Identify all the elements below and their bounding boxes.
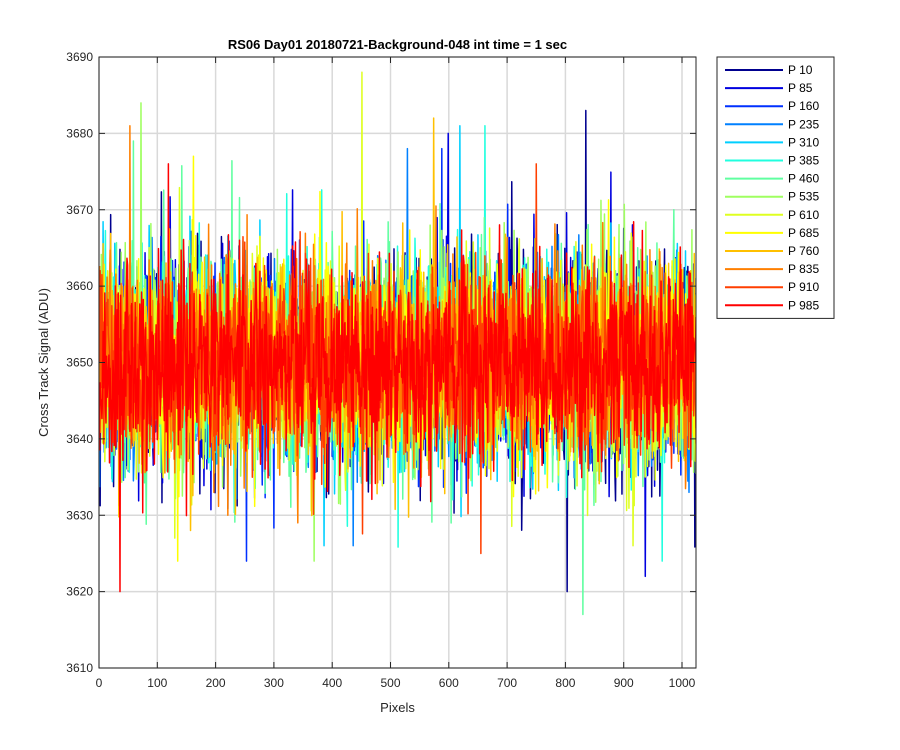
series-line bbox=[99, 163, 696, 593]
y-tick-label: 3640 bbox=[66, 432, 93, 446]
x-tick-label: 100 bbox=[147, 676, 167, 690]
x-axis-label: Pixels bbox=[380, 700, 415, 715]
legend-entry-label: P 910 bbox=[788, 280, 819, 294]
x-tick-label: 500 bbox=[380, 676, 400, 690]
y-tick-label: 3620 bbox=[66, 585, 93, 599]
legend-entry-label: P 685 bbox=[788, 226, 819, 240]
legend-entry-label: P 235 bbox=[788, 117, 819, 131]
y-tick-label: 3630 bbox=[66, 508, 93, 522]
legend-entry-label: P 760 bbox=[788, 244, 819, 258]
x-tick-label: 300 bbox=[264, 676, 284, 690]
x-tick-label: 600 bbox=[439, 676, 459, 690]
y-tick-label: 3680 bbox=[66, 126, 93, 140]
legend-entry-label: P 310 bbox=[788, 135, 819, 149]
series-layer bbox=[99, 71, 696, 616]
y-tick-label: 3650 bbox=[66, 356, 93, 370]
axis-ticks: 0 100 200 300 400 500 600 700 800 900 1000 3610 3620… bbox=[66, 50, 696, 690]
x-tick-label: 0 bbox=[96, 676, 103, 690]
legend-entry-label: P 10 bbox=[788, 63, 813, 77]
legend[interactable]: P 10 P 85 P 160 P 235 P 310 P 385 P 460 P 535 P … bbox=[716, 56, 835, 319]
legend-box bbox=[716, 56, 835, 319]
legend-entry-label: P 985 bbox=[788, 298, 819, 312]
x-tick-label: 800 bbox=[555, 676, 575, 690]
legend-entry-label: P 385 bbox=[788, 154, 819, 168]
legend-entry-label: P 460 bbox=[788, 172, 819, 186]
legend-entry-label: P 610 bbox=[788, 208, 819, 222]
x-tick-label: 700 bbox=[497, 676, 517, 690]
y-tick-label: 3690 bbox=[66, 50, 93, 64]
legend-entry-label: P 160 bbox=[788, 99, 819, 113]
x-tick-label: 200 bbox=[206, 676, 226, 690]
legend-entry-label: P 535 bbox=[788, 190, 819, 204]
y-tick-label: 3610 bbox=[66, 661, 93, 675]
x-tick-label: 400 bbox=[322, 676, 342, 690]
legend-entry-label: P 835 bbox=[788, 262, 819, 276]
chart-title: RS06 Day01 20180721-Background-048 int t… bbox=[228, 37, 567, 52]
legend-entry-label: P 85 bbox=[788, 81, 813, 95]
y-tick-label: 3660 bbox=[66, 279, 93, 293]
y-axis-label: Cross Track Signal (ADU) bbox=[36, 288, 51, 437]
x-tick-label: 1000 bbox=[669, 676, 696, 690]
x-tick-label: 900 bbox=[614, 676, 634, 690]
y-tick-label: 3670 bbox=[66, 203, 93, 217]
